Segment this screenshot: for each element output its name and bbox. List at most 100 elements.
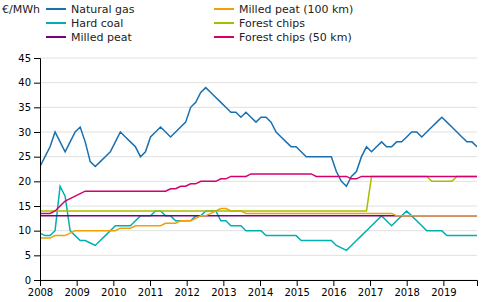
y-tick: 35 [18,102,40,113]
y-tick: 5 [25,250,40,261]
legend-label: Hard coal [71,17,123,30]
legend-swatch [46,36,66,38]
legend-item: Milled peat (100 km) [214,3,353,16]
x-tick: 2019 [431,280,456,298]
x-tick: 2016 [321,280,346,298]
y-tick-mark [34,107,40,108]
x-tick-label: 2016 [321,287,346,298]
x-tick-label: 2011 [138,287,163,298]
y-tick: 45 [18,53,40,64]
legend-swatch [46,8,66,10]
x-tick: 2011 [138,280,163,298]
y-tick: 25 [18,151,40,162]
legend-label: Forest chips [239,17,305,30]
legend-item: Natural gas [46,3,135,16]
x-tick: 2008 [28,280,53,298]
x-tick-mark [333,280,334,286]
y-tick: 30 [18,127,40,138]
x-tick-mark [260,280,261,286]
y-tick-mark [34,83,40,84]
x-tick-mark [223,280,224,286]
x-tick-label: 2008 [28,287,53,298]
y-tick-label: 30 [18,127,31,138]
y-tick-mark [34,231,40,232]
legend-label: Milled peat (100 km) [239,3,353,16]
series-line [40,208,477,238]
x-tick-label: 2012 [174,287,199,298]
legend-label: Forest chips (50 km) [239,31,352,44]
series-line [40,88,477,187]
y-tick-label: 35 [18,102,31,113]
y-tick: 15 [18,201,40,212]
x-tick: 2010 [101,280,126,298]
x-tick-label: 2015 [284,287,309,298]
x-tick: 2009 [64,280,89,298]
y-tick-mark [34,206,40,207]
x-tick: 2012 [174,280,199,298]
y-tick-label: 0 [25,275,31,286]
y-axis-line [34,59,41,281]
x-tick-label: 2010 [101,287,126,298]
grid [40,58,477,280]
legend-item: Forest chips [214,17,305,30]
x-tick-mark [150,280,151,286]
y-tick-mark [34,280,40,281]
legend-swatch [46,22,66,24]
x-tick: 2014 [248,280,273,298]
legend-item: Forest chips (50 km) [214,31,352,44]
y-tick-label: 40 [18,77,31,88]
grid-line [40,255,477,256]
grid-line [40,107,477,108]
series-line [40,186,477,250]
x-tick-mark [297,280,298,286]
grid-line [40,206,477,207]
grid-line [40,82,477,83]
y-tick-mark [34,157,40,158]
x-tick-label: 2013 [211,287,236,298]
plot-area [40,88,477,251]
series-line [40,174,477,213]
x-tick-mark [113,280,114,286]
y-tick-mark [34,58,40,59]
x-tick: 2017 [358,280,383,298]
y-tick-mark [34,132,40,133]
legend: Natural gasHard coalMilled peat Milled pe… [46,3,353,44]
chart: 2008200920102011201220132014201520162017… [0,0,491,302]
y-tick-mark [34,181,40,182]
y-tick-label: 25 [18,151,31,162]
y-tick-label: 20 [18,176,31,187]
y-axis: 0 5 10 15 20 25 30 35 40 45 [18,53,40,286]
y-axis-title: €/MWh [2,3,40,16]
legend-swatch [214,22,234,24]
x-axis: 2008 2009 2010 2011 2012 2013 2014 2015 2016 2017… [28,280,478,298]
legend-item: Hard coal [46,17,123,30]
x-tick-label: 2018 [394,287,419,298]
legend-swatch [214,8,234,10]
x-tick-label: 2017 [358,287,383,298]
legend-swatch [214,36,234,38]
x-tick: 2018 [394,280,419,298]
x-tick-mark [77,280,78,286]
grid-line [40,58,477,59]
series-line [40,176,477,211]
legend-label: Natural gas [71,3,135,16]
y-tick: 10 [18,225,40,236]
legend-label: Milled peat [71,31,132,44]
legend-item: Milled peat [46,31,132,44]
x-tick-mark [187,280,188,286]
x-tick-label: 2014 [248,287,273,298]
x-tick-mark [443,280,444,286]
y-tick: 40 [18,77,40,88]
y-tick-mark [34,255,40,256]
x-tick-mark [370,280,371,286]
x-tick-mark [407,280,408,286]
x-tick-label: 2009 [64,287,89,298]
y-tick-label: 5 [25,250,31,261]
y-tick-label: 10 [18,225,31,236]
x-axis-line [41,281,478,287]
x-tick: 2015 [284,280,309,298]
y-tick-label: 45 [18,53,31,64]
y-tick: 0 [25,275,40,286]
grid-line [40,181,477,182]
x-tick-label: 2019 [431,287,456,298]
